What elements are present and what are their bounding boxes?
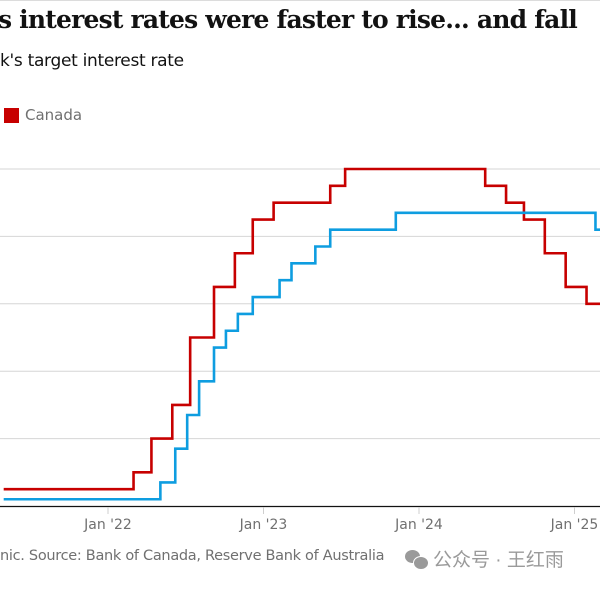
legend: Canada (4, 106, 82, 124)
chart-subtitle: k's target interest rate (0, 51, 184, 71)
chart-title: s interest rates were faster to rise... … (0, 5, 578, 34)
watermark: 公众号 · 王红雨 (405, 545, 564, 572)
source-note: nic. Source: Bank of Canada, Reserve Ban… (0, 548, 385, 564)
x-tick-label: Jan '23 (239, 517, 288, 533)
legend-swatch-canada (4, 107, 19, 123)
x-tick-label: Jan '22 (83, 517, 132, 533)
top-rule (0, 0, 600, 1)
legend-label-canada: Canada (25, 106, 83, 124)
x-tick-label: Jan '24 (394, 517, 443, 533)
chart-plot: Jan '22 Jan '23 Jan '24 Jan '25 (0, 167, 600, 533)
watermark-text: 公众号 · 王红雨 (433, 550, 564, 571)
x-tick-label: Jan '25 (550, 517, 599, 533)
wechat-icon (405, 549, 429, 570)
series-line-australia (3, 211, 600, 501)
series-line-canada (3, 167, 600, 491)
